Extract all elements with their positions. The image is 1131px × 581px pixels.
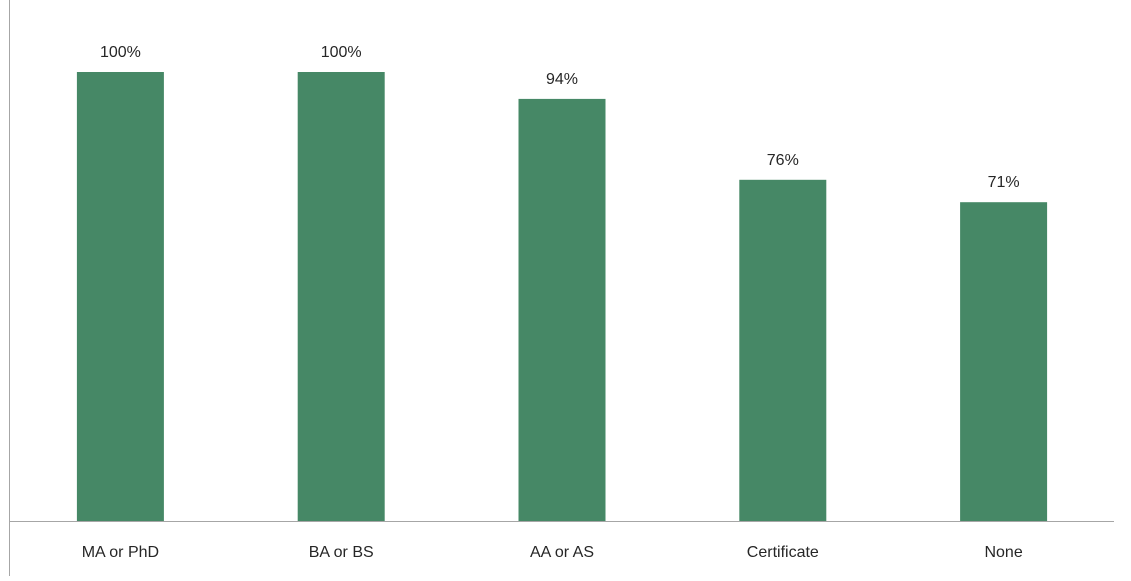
data-labels-group: 100% 100% 94% 76% 71% bbox=[100, 44, 1020, 191]
bar-2 bbox=[297, 72, 385, 521]
bar-4 bbox=[739, 179, 827, 522]
x-tick-label-2: BA or BS bbox=[309, 544, 374, 561]
data-label-1: 100% bbox=[100, 44, 141, 61]
data-label-3: 94% bbox=[546, 71, 578, 88]
data-label-4: 76% bbox=[767, 152, 799, 169]
x-tick-label-5: None bbox=[984, 544, 1022, 561]
x-tick-labels-group: MA or PhD BA or BS AA or AS Certificate None bbox=[82, 544, 1023, 561]
bar-1 bbox=[76, 72, 164, 521]
x-tick-label-3: AA or AS bbox=[530, 544, 594, 561]
bar-5 bbox=[960, 202, 1048, 521]
bars-group bbox=[76, 72, 1048, 522]
x-tick-label-1: MA or PhD bbox=[82, 544, 159, 561]
data-label-2: 100% bbox=[321, 44, 362, 61]
data-label-5: 71% bbox=[988, 174, 1020, 191]
x-tick-label-4: Certificate bbox=[747, 544, 819, 561]
bar-3 bbox=[518, 98, 606, 522]
